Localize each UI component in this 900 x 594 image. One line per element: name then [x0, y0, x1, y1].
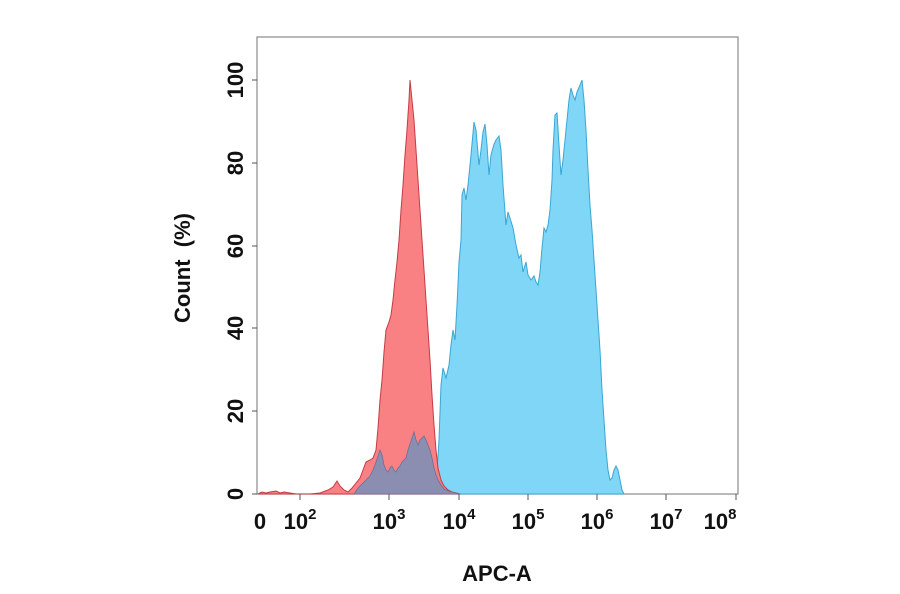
- y-tick-labels: 0 20 40 60 80 100: [223, 62, 248, 500]
- x-axis-title: APC-A: [462, 561, 532, 586]
- x-tick-1e4: 104: [443, 506, 476, 534]
- y-tick-80: 80: [223, 151, 248, 175]
- y-tick-60: 60: [223, 234, 248, 258]
- y-tick-100: 100: [223, 62, 248, 99]
- x-tick-labels: 0 102 103 104 105 106 107 108: [254, 506, 737, 534]
- y-tick-40: 40: [223, 316, 248, 340]
- x-tick-1e7: 107: [650, 506, 683, 534]
- x-tick-1e5: 105: [512, 506, 545, 534]
- x-tick-1e3: 103: [373, 506, 406, 534]
- x-tick-1e2: 102: [284, 506, 317, 534]
- y-axis-ticks: [252, 79, 257, 495]
- y-tick-20: 20: [223, 399, 248, 423]
- y-tick-0: 0: [223, 488, 248, 500]
- x-tick-0: 0: [254, 509, 266, 534]
- overlap-histogram-area: [353, 430, 461, 495]
- x-axis-ticks: [299, 494, 737, 500]
- red-histogram-area: [257, 79, 461, 495]
- blue-histogram-area: [434, 79, 625, 495]
- y-axis-title: Count (%): [170, 213, 195, 323]
- x-tick-1e6: 106: [581, 506, 614, 534]
- x-tick-1e8: 108: [704, 506, 737, 534]
